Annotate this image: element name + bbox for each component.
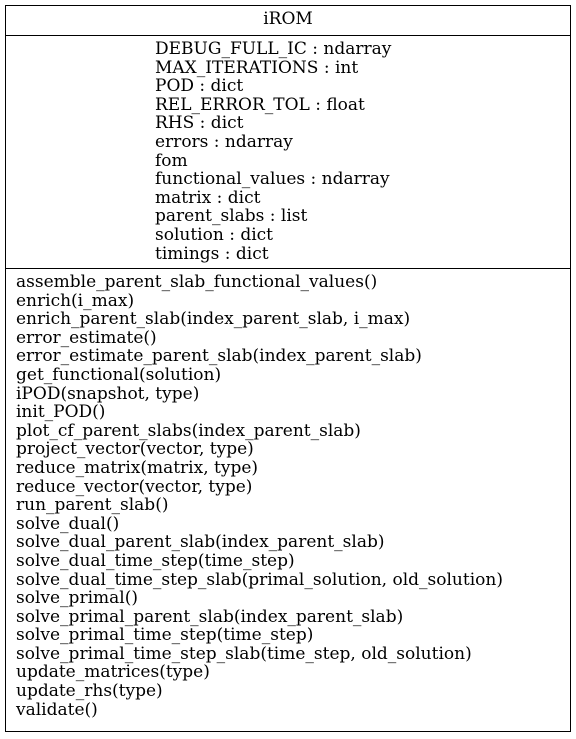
- method: enrich(i_max): [16, 290, 135, 311]
- method: update_rhs(type): [16, 681, 163, 702]
- method: error_estimate_parent_slab(index_parent_…: [16, 346, 422, 367]
- method: plot_cf_parent_slabs(index_parent_slab): [16, 420, 361, 441]
- attribute: DEBUG_FULL_IC : ndarray: [155, 39, 392, 59]
- attribute: solution : dict: [155, 224, 274, 245]
- method: reduce_matrix(matrix, type): [16, 457, 259, 478]
- attribute: RHS : dict: [155, 113, 244, 134]
- attribute: parent_slabs : list: [155, 206, 308, 227]
- method: init_POD(): [16, 402, 106, 423]
- method: project_vector(vector, type): [16, 439, 254, 460]
- method: solve_dual_time_step_slab(primal_solutio…: [16, 569, 503, 590]
- attribute: REL_ERROR_TOL : float: [155, 94, 365, 115]
- method: solve_dual(): [16, 513, 120, 534]
- method: assemble_parent_slab_functional_values(): [16, 272, 378, 292]
- attribute: POD : dict: [155, 76, 244, 97]
- method: run_parent_slab(): [16, 495, 169, 516]
- method: validate(): [16, 699, 98, 720]
- method: solve_primal_parent_slab(index_parent_sl…: [16, 606, 404, 627]
- method: enrich_parent_slab(index_parent_slab, i_…: [16, 309, 411, 330]
- attribute: matrix : dict: [155, 187, 261, 208]
- method: solve_dual_parent_slab(index_parent_slab…: [16, 532, 385, 553]
- method: solve_primal_time_step_slab(time_step, o…: [16, 643, 472, 664]
- attribute: fom: [155, 150, 188, 171]
- method: update_matrices(type): [16, 662, 210, 683]
- methods-compartment: assemble_parent_slab_functional_values()…: [6, 269, 570, 731]
- method: reduce_vector(vector, type): [16, 476, 253, 497]
- method: error_estimate(): [16, 327, 157, 348]
- method: solve_primal(): [16, 588, 138, 609]
- attribute: functional_values : ndarray: [155, 169, 390, 190]
- attributes-compartment: DEBUG_FULL_IC : ndarray MAX_ITERATIONS :…: [6, 36, 570, 269]
- method: iPOD(snapshot, type): [16, 383, 200, 404]
- attribute: timings : dict: [155, 243, 269, 264]
- attribute: errors : ndarray: [155, 131, 293, 152]
- method: solve_dual_time_step(time_step): [16, 550, 295, 571]
- method: get_functional(solution): [16, 364, 222, 385]
- method: solve_primal_time_step(time_step): [16, 625, 314, 646]
- class-name: iROM: [6, 6, 570, 36]
- attribute: MAX_ITERATIONS : int: [155, 57, 359, 78]
- uml-class-box: iROM DEBUG_FULL_IC : ndarray MAX_ITERATI…: [5, 5, 571, 732]
